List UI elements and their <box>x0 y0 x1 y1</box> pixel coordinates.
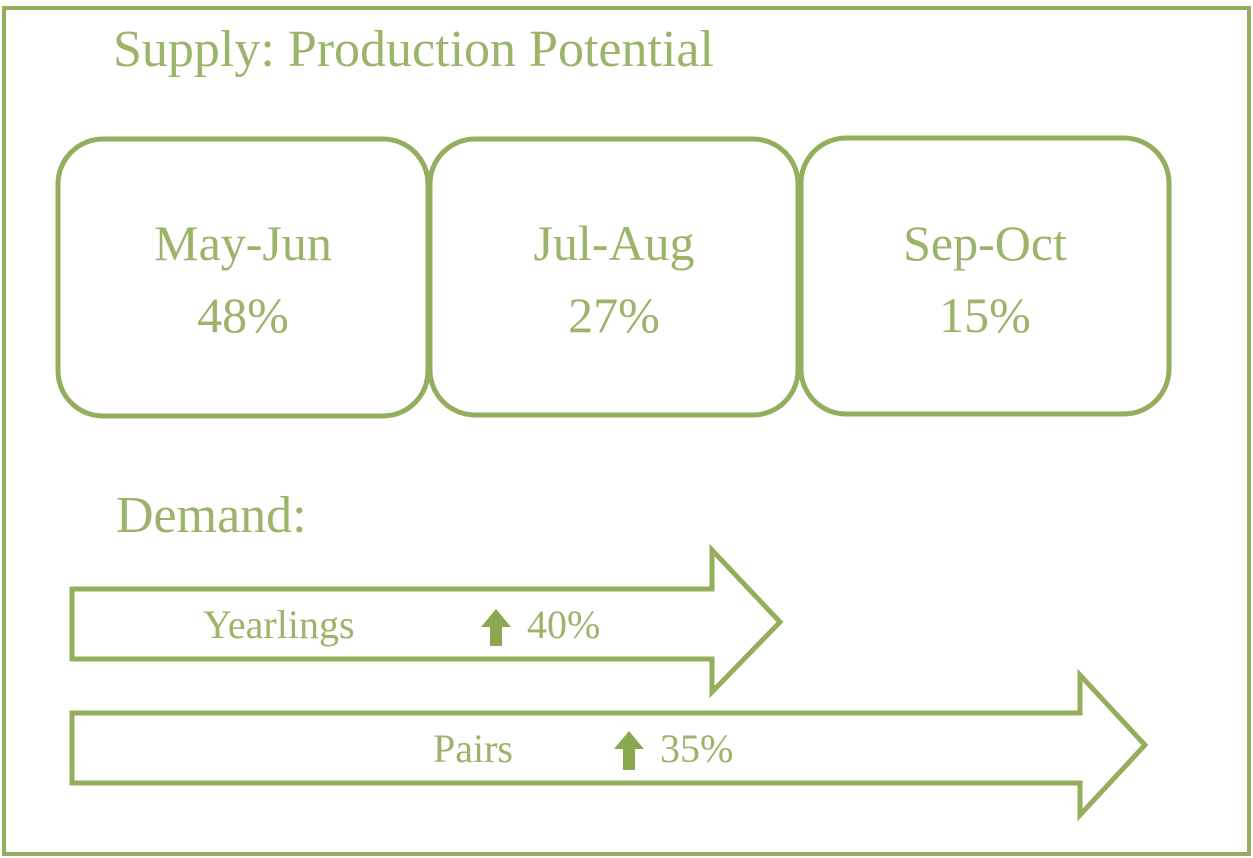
demand-arrow <box>69 668 1149 822</box>
demand-label: Yearlings <box>203 602 355 647</box>
frame <box>2 6 1251 856</box>
period-value: 48% <box>197 287 289 343</box>
up-arrow-icon <box>481 609 511 646</box>
period-value: 15% <box>939 287 1031 343</box>
period-label: May-Jun <box>154 215 332 271</box>
demand-label: Pairs <box>433 726 513 771</box>
demand-value: 35% <box>660 726 733 771</box>
period-box <box>798 135 1172 417</box>
demand-arrow <box>69 543 784 699</box>
period-label: Sep-Oct <box>903 215 1067 271</box>
up-arrow-icon <box>614 731 644 770</box>
period-box <box>427 136 801 418</box>
period-value: 27% <box>568 287 660 343</box>
demand-value: 40% <box>527 602 600 647</box>
demand-title: Demand: <box>116 487 307 544</box>
supply-title: Supply: Production Potential <box>113 21 714 78</box>
period-box <box>55 136 431 419</box>
period-label: Jul-Aug <box>533 215 694 271</box>
